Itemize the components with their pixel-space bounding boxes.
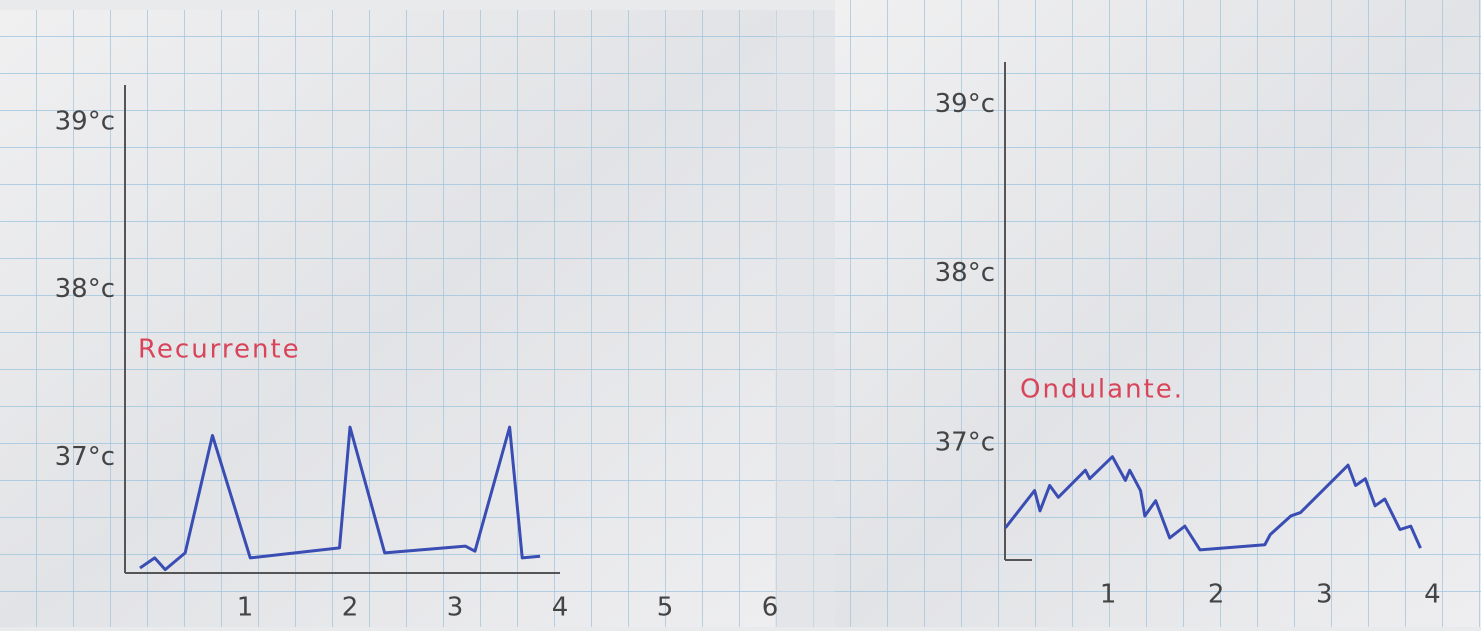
- charts: 37°c 38°c 39°c 1 2 3 4 5 6 Recurrente 37°c 38°c 39°c…: [55, 62, 1441, 623]
- x-tick-label: 2: [1208, 580, 1225, 610]
- annotation: Recurrente: [138, 335, 301, 365]
- y-tick-label: 37°c: [55, 442, 115, 472]
- x-tick-label: 4: [552, 593, 569, 623]
- annotation: Ondulante.: [1020, 375, 1184, 405]
- x-tick-label: 3: [447, 593, 464, 623]
- y-tick-label: 39°c: [55, 106, 115, 136]
- x-tick-label: 6: [762, 593, 779, 623]
- x-tick-label: 4: [1424, 580, 1441, 610]
- paper-grid-right: [835, 0, 1481, 627]
- y-tick-label: 38°c: [935, 258, 995, 288]
- series-line: [139, 425, 541, 572]
- x-tick-label: 1: [237, 593, 254, 623]
- y-tick-label: 38°c: [55, 274, 115, 304]
- paper-strip-grid: [775, 10, 835, 627]
- series-line: [1004, 455, 1422, 552]
- x-tick-label: 3: [1316, 580, 1333, 610]
- paper-grid-left: [0, 10, 790, 627]
- x-tick-label: 2: [342, 593, 359, 623]
- x-tick-label: 5: [657, 593, 674, 623]
- y-tick-label: 37°c: [935, 428, 995, 458]
- x-tick-label: 1: [1100, 580, 1117, 610]
- y-tick-label: 39°c: [935, 89, 995, 119]
